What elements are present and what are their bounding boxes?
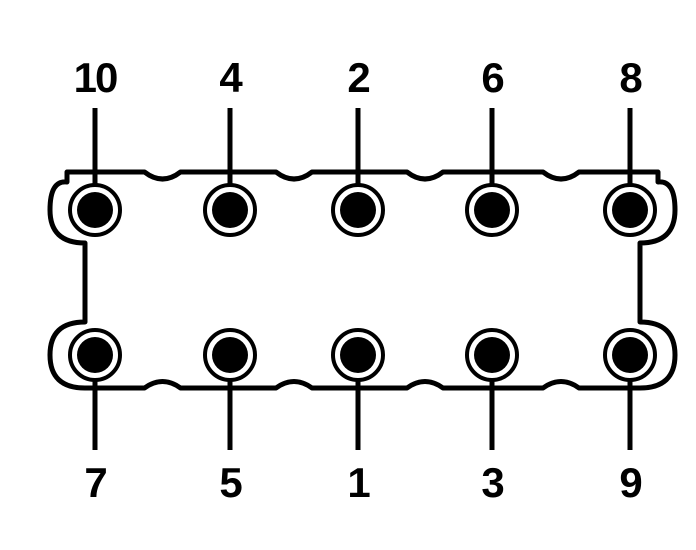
bolt-label-5: 5 (219, 459, 240, 507)
bolt-label-10: 10 (74, 54, 117, 102)
bolt-label-3: 3 (481, 459, 502, 507)
bolt-label-2: 2 (347, 54, 368, 102)
bolt-label-4: 4 (219, 54, 240, 102)
leader-lines (95, 108, 630, 450)
bolt-holes (70, 185, 655, 380)
bolt-label-8: 8 (619, 54, 640, 102)
bolt-label-7: 7 (84, 459, 105, 507)
bolt-label-6: 6 (481, 54, 502, 102)
bolt-label-1: 1 (347, 459, 368, 507)
bolt-label-9: 9 (619, 459, 640, 507)
